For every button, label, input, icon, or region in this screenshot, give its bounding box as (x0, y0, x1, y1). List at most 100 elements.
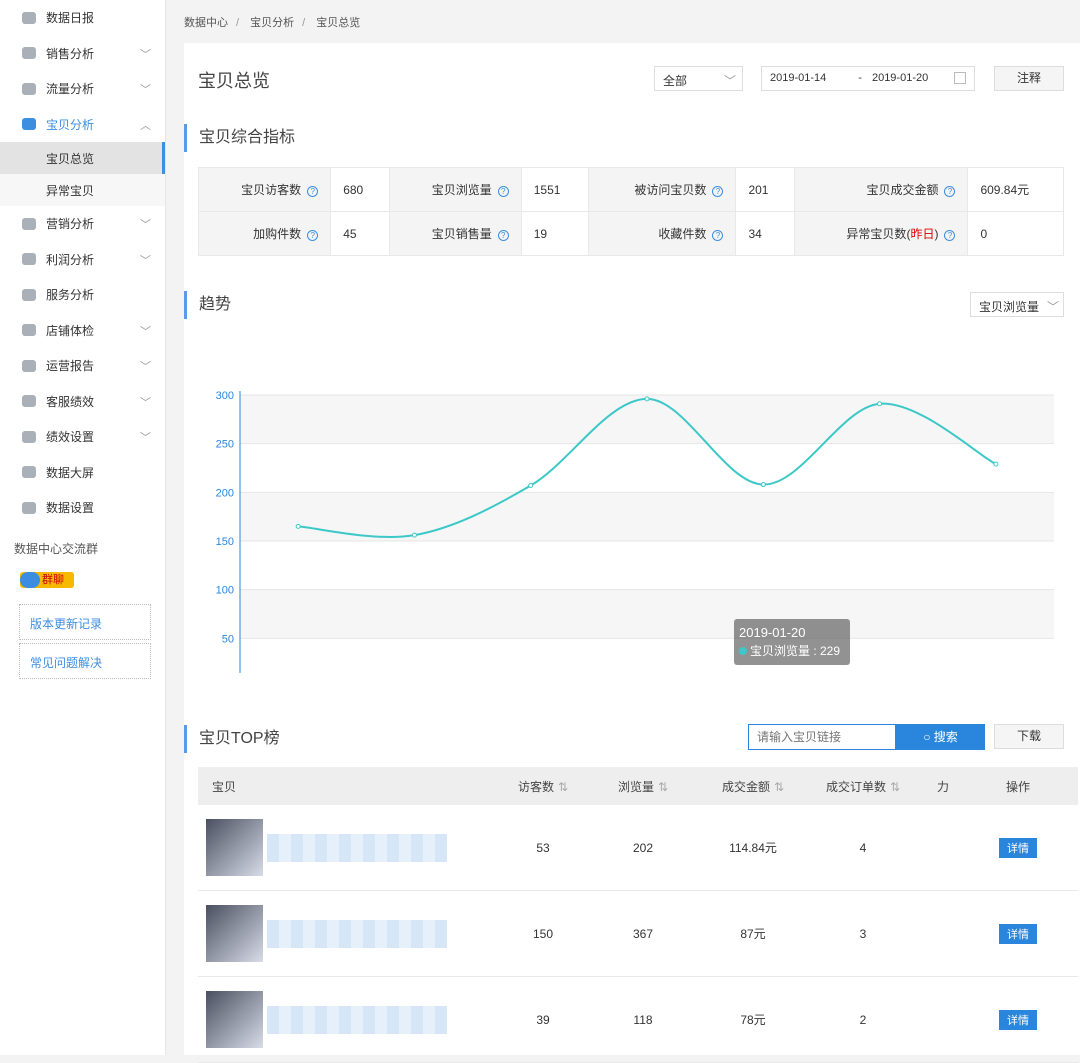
trend-metric-select[interactable]: 宝贝浏览量 ﹀ (970, 292, 1064, 317)
sidebar-item[interactable]: 运营报告 ﹀ (0, 348, 165, 384)
date-start: 2019-01-14 (770, 72, 827, 84)
chevron-down-icon: ﹀ (140, 396, 151, 409)
chevron-up-icon: ︿ (140, 119, 151, 132)
sort-icon[interactable]: ⇅ (557, 779, 569, 794)
chevron-down-icon: ﹀ (140, 254, 151, 267)
column-header-label: 操作 (1005, 779, 1030, 794)
sidebar-item[interactable]: 数据设置 (0, 490, 165, 526)
table-row: 39 118 78元 2 详情 (198, 977, 1078, 1063)
date-end: 2019-01-20 (871, 72, 929, 84)
sidebar-link[interactable]: 版本更新记录 (19, 603, 151, 640)
kpi-label-text: 宝贝访客数 (241, 183, 302, 197)
sort-icon[interactable]: ⇅ (889, 779, 901, 794)
trend-metric-value: 宝贝浏览量 (979, 300, 1040, 314)
sidebar-item[interactable]: 流量分析 ﹀ (0, 71, 165, 107)
data-point[interactable] (877, 401, 883, 407)
goods-title-blurred[interactable] (267, 1005, 447, 1034)
chat-icon (22, 395, 36, 408)
sidebar-item-label: 利润分析 (46, 252, 95, 267)
date-range-picker[interactable]: 2019-01-14 -2019-01-20 (761, 66, 975, 91)
detail-button[interactable]: 详情 (999, 837, 1037, 858)
help-icon[interactable]: ? (497, 230, 509, 241)
sidebar-item[interactable]: 绩效设置 ﹀ (0, 419, 165, 455)
data-point[interactable] (295, 523, 301, 529)
column-header-label: 浏览量 (617, 779, 654, 794)
column-header[interactable]: 成交金额 ⇅ (698, 778, 808, 795)
sidebar-item-label: 流量分析 (46, 82, 95, 97)
kpi-label: 宝贝销售量? (388, 211, 522, 256)
sidebar-item-label: 客服绩效 (46, 394, 95, 409)
sidebar-item[interactable]: 销售分析 ﹀ (0, 36, 165, 72)
sidebar-subitem[interactable]: 宝贝总览 (0, 142, 165, 174)
download-button[interactable]: 下载 (994, 724, 1064, 749)
help-icon[interactable]: ? (712, 230, 724, 241)
help-icon[interactable]: ? (944, 186, 956, 197)
sidebar-link[interactable]: 常见问题解决 (19, 642, 151, 679)
tooltip (734, 619, 850, 665)
sort-icon[interactable]: ⇅ (657, 779, 669, 794)
column-header-label: 访客数 (517, 779, 554, 794)
sidebar-item[interactable]: 店铺体检 ﹀ (0, 313, 165, 349)
sidebar-item-label: 营销分析 (46, 217, 95, 232)
help-icon[interactable]: ? (944, 230, 956, 241)
column-header[interactable]: 浏览量 ⇅ (588, 778, 698, 795)
sidebar-item[interactable]: 数据大屏 (0, 455, 165, 491)
clipboard-icon (22, 359, 36, 372)
cell: 4 (859, 840, 867, 855)
column-header-label: 成交订单数 (825, 779, 886, 794)
tooltip-date: 2019-01-20 (739, 625, 806, 640)
data-point[interactable] (411, 532, 417, 538)
sort-icon[interactable]: ⇅ (773, 779, 785, 794)
detail-button[interactable]: 详情 (999, 1009, 1037, 1030)
goods-thumbnail[interactable] (206, 905, 263, 962)
help-icon[interactable]: ? (307, 230, 319, 241)
kpi-row: 宝贝访客数? 680 宝贝浏览量? 1551 被访问宝贝数? 201 宝贝成交金额? 609.… (197, 167, 1064, 212)
note-button[interactable]: 注释 (994, 66, 1064, 91)
tooltip-marker (739, 647, 747, 655)
trend-chart: 0501001502002503002019-01-142019-01-1520… (216, 390, 1054, 673)
qq-group-chat-button[interactable]: 群聊 (20, 571, 74, 588)
search-button[interactable]: ○ 搜索 (896, 724, 985, 750)
kpi-label: 宝贝访客数? (197, 167, 332, 212)
column-header: 宝贝 (198, 778, 498, 795)
chevron-down-icon: ﹀ (140, 361, 151, 373)
y-tick-label: 50 (222, 633, 234, 645)
y-tick-label: 150 (216, 536, 234, 548)
sidebar-item[interactable]: 宝贝分析 ︿ (0, 107, 165, 143)
detail-button[interactable]: 详情 (999, 923, 1037, 944)
table-row: 53 202 114.84元 4 详情 (198, 805, 1078, 891)
help-icon[interactable]: ? (307, 186, 319, 197)
column-header[interactable]: 成交订单数 ⇅ (808, 778, 918, 795)
column-header[interactable]: 访客数 ⇅ (498, 778, 588, 795)
yesterday-tag: 昨日 (910, 227, 935, 241)
goods-title-blurred[interactable] (267, 919, 447, 948)
kpi-label: 收藏件数? (587, 211, 737, 256)
crumb-goods-analysis[interactable]: 宝贝分析 (250, 17, 295, 29)
chevron-down-icon: ﹀ (140, 432, 151, 444)
crumb-data-center[interactable]: 数据中心 (184, 17, 228, 29)
goods-thumbnail[interactable] (206, 991, 263, 1048)
sidebar-item[interactable]: 利润分析 ﹀ (0, 242, 165, 278)
sidebar-item[interactable]: 服务分析 (0, 277, 165, 313)
data-point[interactable] (644, 396, 650, 402)
data-point[interactable] (760, 482, 766, 488)
sidebar-subitem[interactable]: 异常宝贝 (0, 174, 165, 206)
data-point[interactable] (528, 483, 534, 489)
filter-select[interactable]: 全部 ﹀ (654, 66, 743, 91)
kpi-row: 加购件数? 45 宝贝销售量? 19 收藏件数? 34 异常宝贝数(昨日)? 0 (197, 211, 1064, 256)
goods-link-input[interactable] (748, 724, 896, 750)
sidebar-item[interactable]: 营销分析 ﹀ (0, 206, 165, 242)
kpi-value: 45 (330, 211, 390, 256)
sidebar-item-label: 数据大屏 (46, 465, 95, 480)
help-icon[interactable]: ? (712, 186, 724, 197)
goods-title-blurred[interactable] (267, 833, 447, 862)
cell: 3 (859, 926, 867, 941)
sidebar-item[interactable]: 数据日报 (0, 0, 165, 36)
kpi-label: 宝贝成交金额? (793, 167, 969, 212)
help-icon[interactable]: ? (497, 186, 509, 197)
cell: 78元 (740, 1013, 766, 1027)
goods-thumbnail[interactable] (206, 819, 263, 876)
data-point[interactable] (993, 461, 999, 467)
sidebar-item[interactable]: 客服绩效 ﹀ (0, 384, 165, 420)
op-cell: 详情 (968, 837, 1068, 858)
